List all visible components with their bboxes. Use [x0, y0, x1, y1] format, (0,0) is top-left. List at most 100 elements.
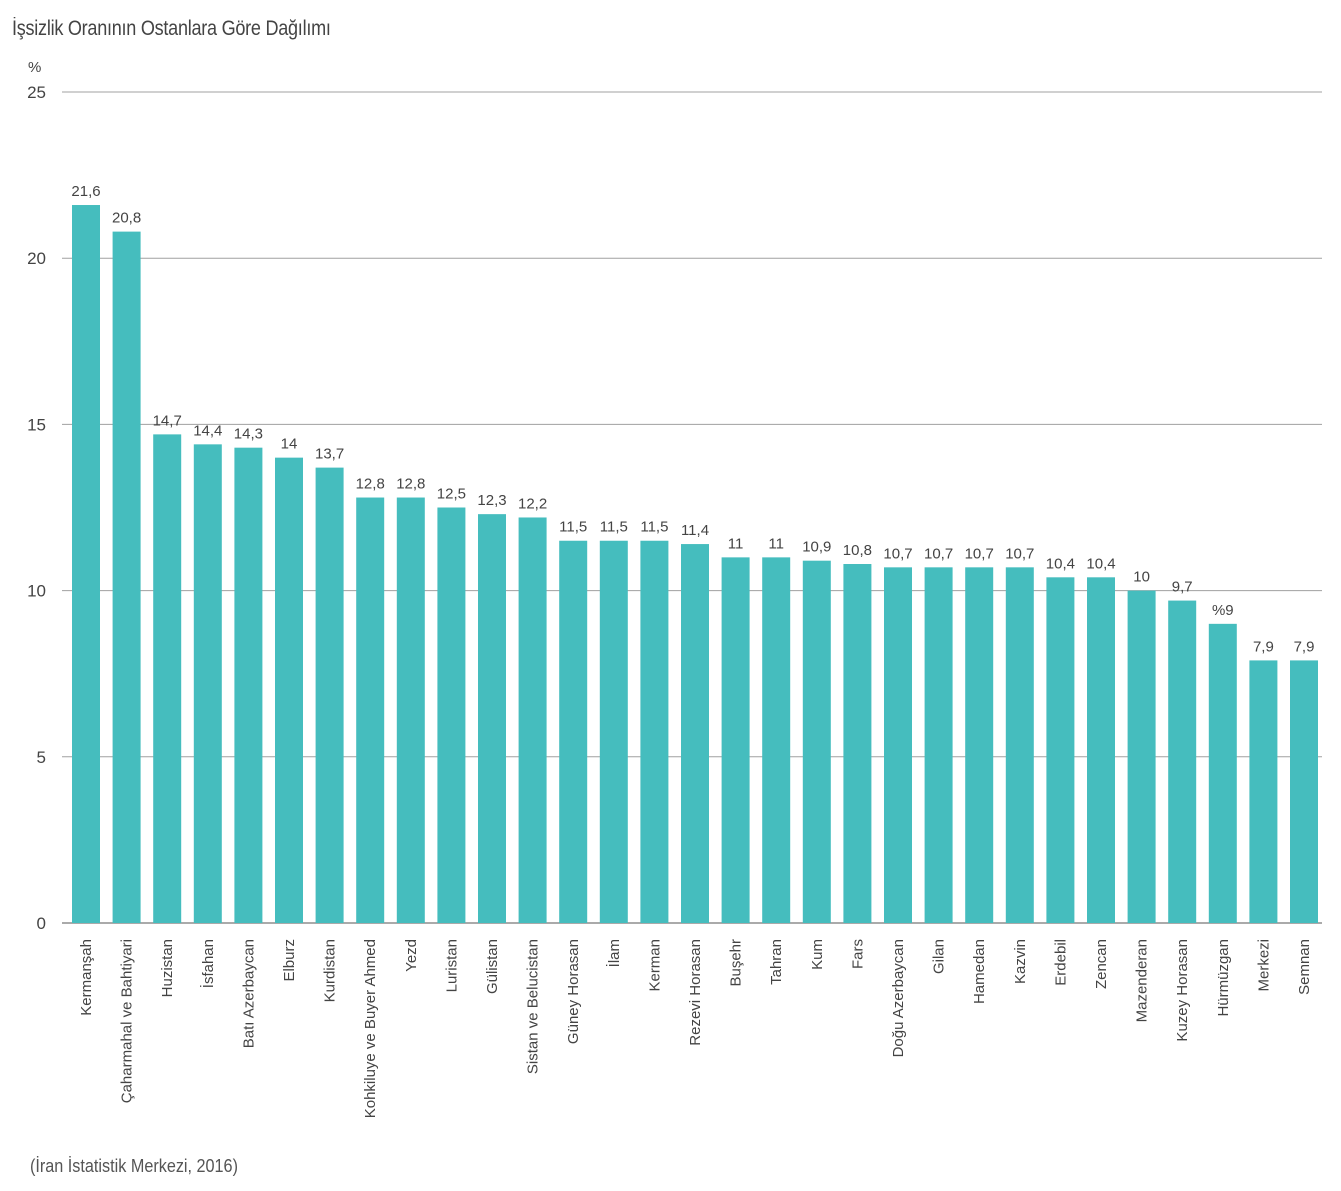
- bar: [356, 497, 385, 923]
- bar: [72, 205, 100, 924]
- bar: [965, 567, 994, 923]
- data-label: 10,7: [883, 545, 912, 562]
- x-tick-label: Rezevi Horasan: [687, 939, 704, 1046]
- data-label: 10: [1133, 569, 1150, 586]
- source-note: (İran İstatistik Merkezi, 2016): [30, 1156, 238, 1176]
- bar: [1208, 623, 1237, 923]
- y-tick-label: 10: [27, 582, 46, 601]
- data-label: 14,7: [153, 412, 182, 429]
- x-tick-label: Merkezi: [1255, 939, 1272, 992]
- data-label: 7,9: [1253, 638, 1274, 655]
- bar: [518, 517, 547, 923]
- data-label: 10,8: [843, 542, 872, 559]
- x-tick-label: Kermanşah: [78, 939, 95, 1016]
- x-tick-label: Erdebil: [1052, 939, 1069, 986]
- data-label: 9,7: [1172, 579, 1193, 596]
- x-tick-label: Tahran: [768, 939, 785, 985]
- x-tick-label: Sistan ve Belucistan: [525, 939, 542, 1074]
- data-label: 7,9: [1294, 638, 1315, 655]
- x-tick-label: Gülistan: [484, 939, 501, 994]
- bar: [1046, 577, 1075, 923]
- y-axis-unit-label: %: [28, 59, 41, 76]
- x-tick-label: Kum: [809, 939, 826, 970]
- x-tick-label: Kuzey Horasan: [1174, 939, 1191, 1042]
- x-tick-label: Doğu Azerbaycan: [890, 939, 907, 1057]
- bar: [275, 457, 303, 923]
- bar: [396, 497, 425, 923]
- data-label: 12,3: [477, 492, 506, 509]
- x-tick-label: Semnan: [1296, 939, 1313, 995]
- bar: [437, 507, 466, 923]
- x-tick-label: Kohkiluye ve Buyer Ahmed: [362, 939, 379, 1118]
- data-label: 11,5: [640, 519, 668, 536]
- data-label: 20,8: [112, 210, 141, 227]
- bar: [843, 564, 872, 923]
- chart-title: İşsizlik Oranının Ostanlara Göre Dağılım…: [12, 17, 331, 40]
- data-label: 11: [768, 535, 784, 552]
- data-label: 12,2: [518, 495, 547, 512]
- bar: [721, 557, 750, 923]
- bar: [884, 567, 912, 923]
- bar: [681, 544, 709, 923]
- bar: [153, 434, 182, 923]
- data-label: 10,4: [1046, 555, 1075, 572]
- x-tick-label: Huzistan: [159, 939, 176, 997]
- x-tick-label: Batı Azerbaycan: [240, 939, 257, 1048]
- data-label: 21,6: [71, 183, 100, 200]
- x-tick-label: Elburz: [281, 939, 298, 982]
- x-tick-label: İsfahan: [199, 939, 217, 988]
- data-label: 10,4: [1086, 555, 1115, 572]
- bar: [599, 540, 628, 923]
- data-label: 12,8: [356, 476, 385, 493]
- bar: [559, 540, 588, 923]
- x-tick-label: Kazvin: [1012, 939, 1029, 984]
- data-label: 12,8: [396, 476, 425, 493]
- bar: [1005, 567, 1034, 923]
- x-tick-label: Mazenderan: [1134, 939, 1151, 1022]
- x-tick-label: Hürmüzgan: [1215, 939, 1232, 1017]
- data-label: 14,4: [193, 422, 222, 439]
- y-axis: % 0 5 10 15 20 25: [27, 59, 46, 933]
- data-label: 10,7: [924, 545, 953, 562]
- x-tick-label: Zencan: [1093, 939, 1110, 989]
- x-tick-label: Hamedan: [971, 939, 988, 1004]
- bar: [762, 557, 791, 923]
- y-tick-label: 20: [27, 249, 46, 268]
- data-label: 11,5: [600, 519, 628, 536]
- data-label: %9: [1212, 602, 1234, 619]
- x-tick-label: Yezd: [403, 939, 420, 972]
- bar: [1290, 660, 1318, 923]
- bar: [802, 560, 831, 923]
- data-label: 10,9: [802, 539, 831, 556]
- bar: [1249, 660, 1278, 923]
- y-tick-label: 15: [27, 415, 46, 434]
- x-tick-label: Fars: [849, 939, 866, 969]
- y-tick-label: 0: [37, 914, 46, 933]
- bar: [193, 444, 222, 923]
- data-label: 11,5: [559, 519, 587, 536]
- x-tick-label: Buşehr: [728, 939, 745, 987]
- value-labels: 21,6 20,8 14,7 14,4 14,3 14 13,7 12,8 12,8 12,5 12…: [71, 183, 1314, 655]
- bar: [478, 514, 506, 923]
- data-label: 11: [728, 535, 744, 552]
- data-label: 10,7: [1005, 545, 1034, 562]
- x-tick-label: Kerman: [646, 939, 663, 992]
- x-tick-label: Güney Horasan: [565, 939, 582, 1044]
- y-tick-label: 5: [37, 748, 46, 767]
- bar: [924, 567, 953, 923]
- bar: [112, 231, 141, 923]
- data-label: 13,7: [315, 446, 344, 463]
- bar: [1127, 590, 1156, 923]
- x-tick-label: Çaharmahal ve Bahtiyari: [119, 939, 136, 1103]
- bar: [640, 540, 669, 923]
- data-label: 10,7: [965, 545, 994, 562]
- bars: [72, 205, 1318, 924]
- x-tick-label: İlam: [605, 939, 623, 967]
- y-tick-label: 25: [27, 83, 46, 102]
- x-tick-label: Kurdistan: [322, 939, 339, 1002]
- data-label: 12,5: [437, 486, 466, 503]
- bar: [234, 447, 263, 923]
- bar: [1087, 577, 1115, 923]
- x-axis: Kermanşah Çaharmahal ve Bahtiyari Huzistan…: [78, 939, 1313, 1118]
- data-label: 14: [281, 436, 298, 453]
